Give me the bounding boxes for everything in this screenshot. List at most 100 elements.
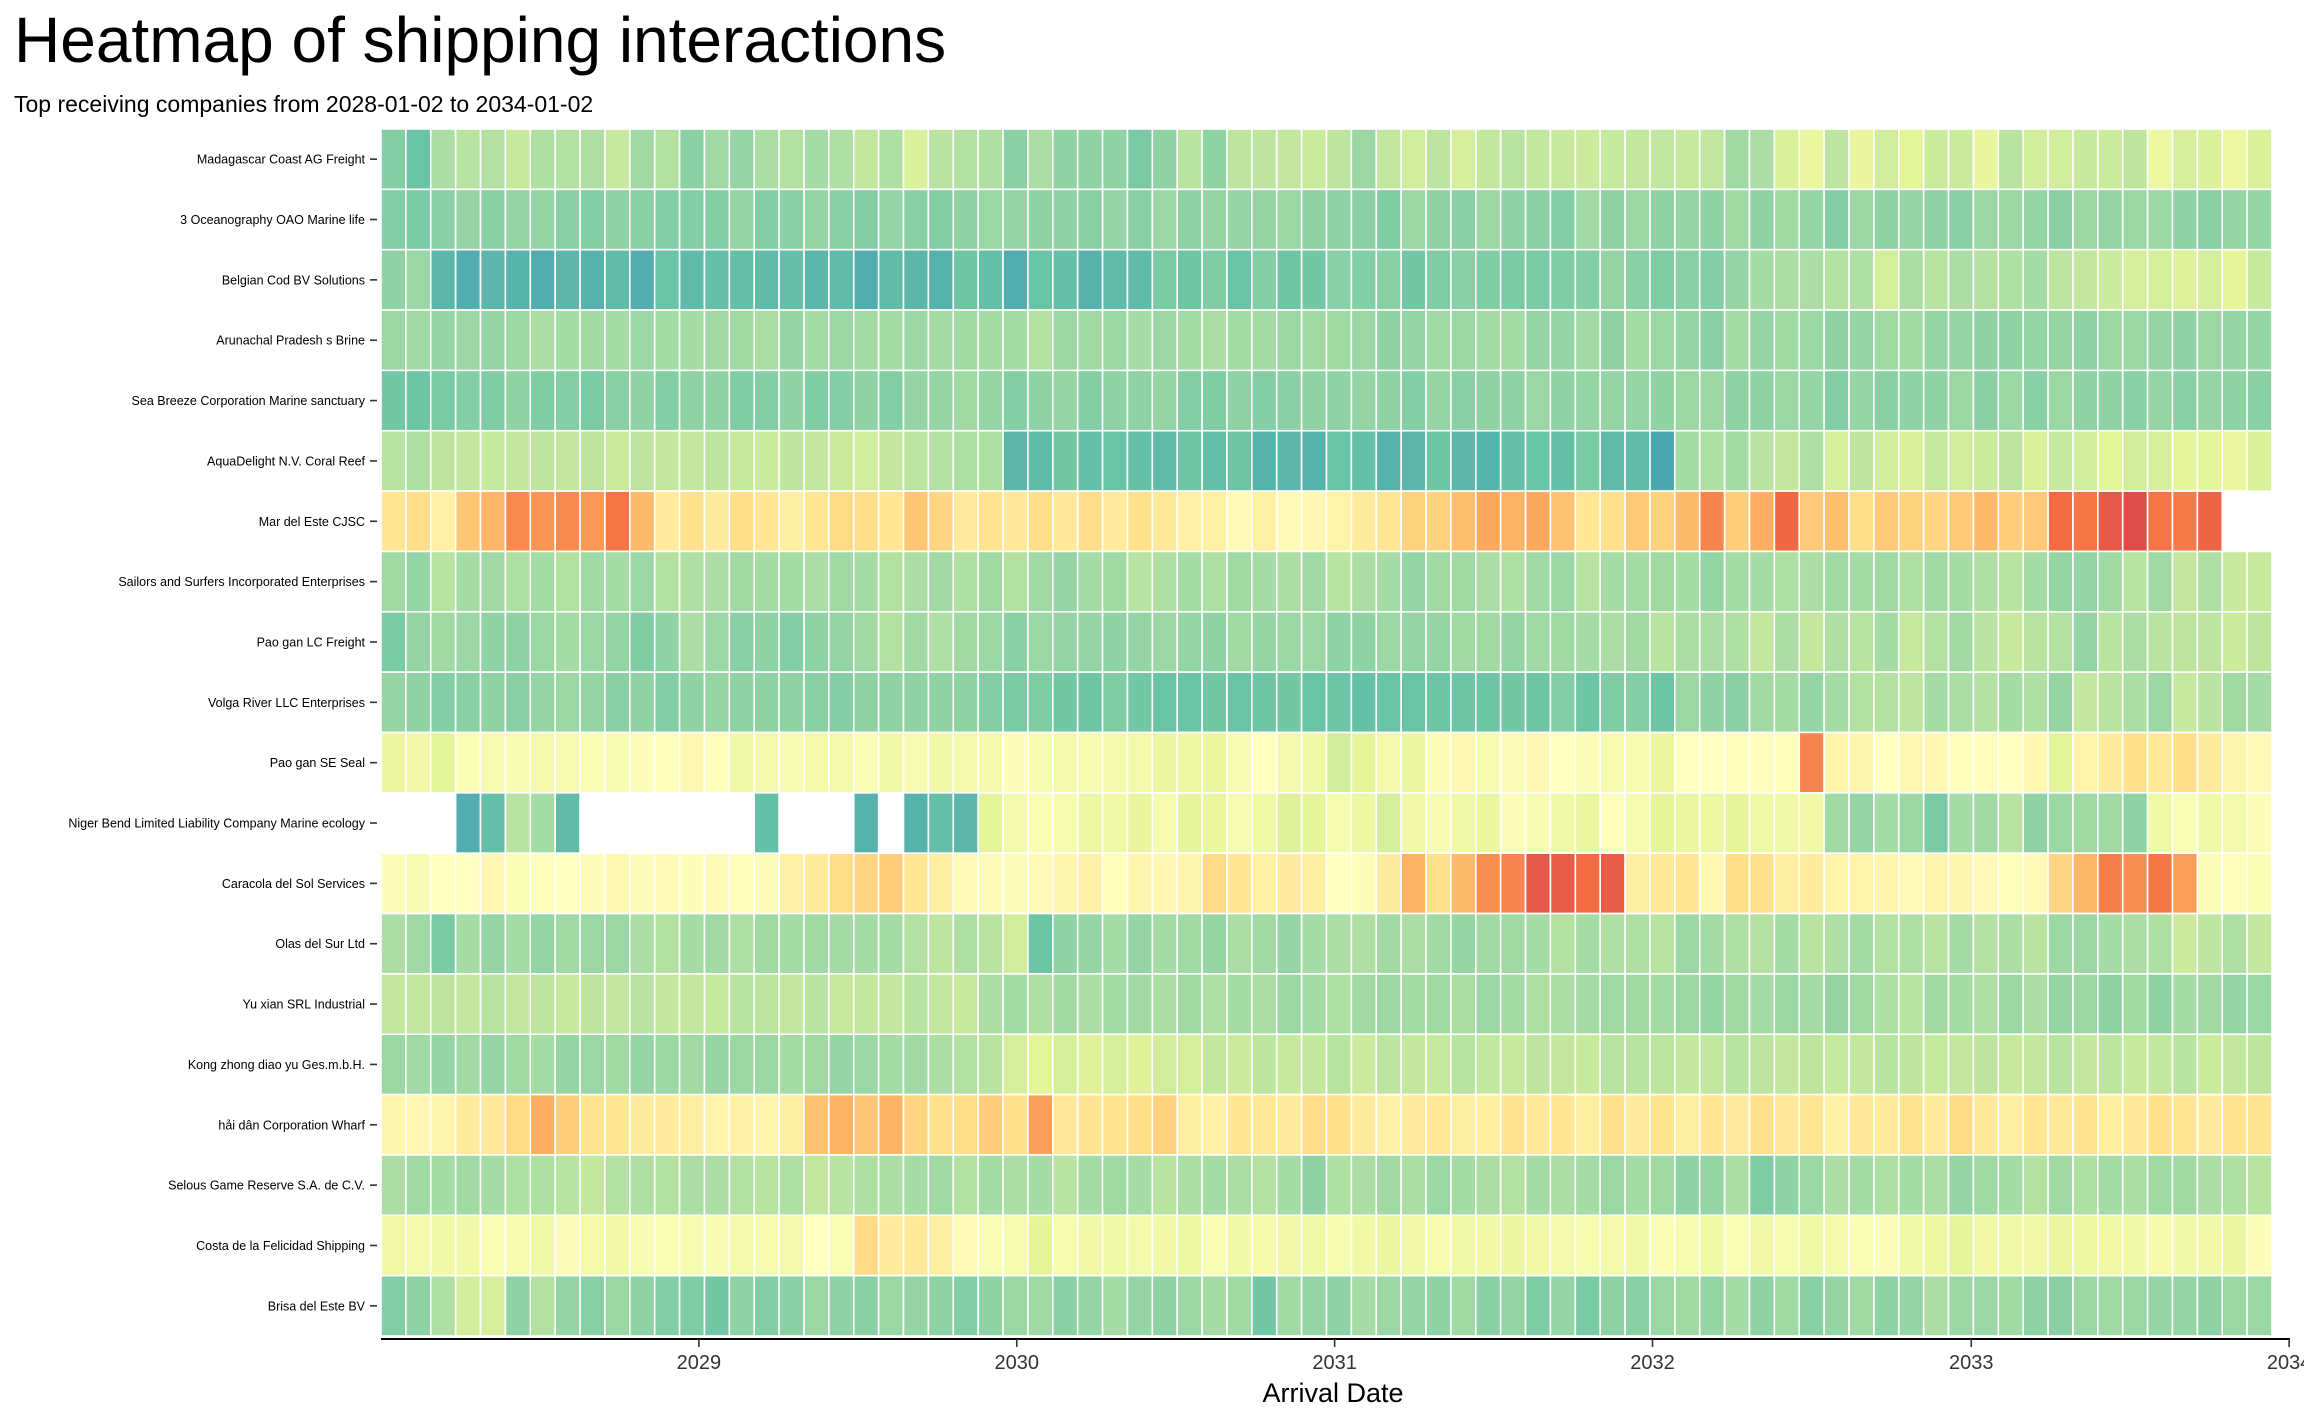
heatmap-cell	[1748, 429, 1776, 492]
heatmap-cell	[479, 792, 507, 854]
heatmap-cell	[2072, 309, 2099, 372]
heatmap-cell	[1947, 429, 1975, 492]
heatmap-cell	[1450, 128, 1477, 191]
heatmap-cell	[2022, 1093, 2049, 1156]
heatmap-cell	[2047, 792, 2074, 854]
heatmap-cell	[1226, 912, 1253, 975]
heatmap-cell	[1798, 369, 1825, 432]
heatmap-cell	[405, 671, 432, 734]
heatmap-cell	[2146, 731, 2174, 794]
heatmap-cell	[1499, 912, 1527, 975]
heatmap-cell	[1076, 1033, 1104, 1096]
heatmap-cell	[1873, 1154, 1900, 1217]
heatmap-cell	[1947, 550, 1975, 613]
heatmap-cell	[1823, 128, 1850, 191]
heatmap-cell	[2047, 188, 2074, 251]
heatmap-cell	[479, 550, 507, 613]
heatmap-cell	[1798, 1154, 1825, 1217]
heatmap-cell	[1400, 1214, 1427, 1277]
heatmap-cell	[1300, 309, 1328, 372]
heatmap-cell	[678, 248, 706, 311]
heatmap-cell	[2171, 852, 2199, 915]
heatmap-cell	[1798, 731, 1825, 794]
heatmap-cell	[1400, 610, 1427, 673]
heatmap-cell	[2047, 671, 2074, 734]
heatmap-cell	[952, 188, 979, 251]
heatmap-cell	[1400, 429, 1427, 492]
heatmap-cell	[429, 429, 457, 492]
heatmap-cell	[1226, 1093, 1253, 1156]
heatmap-cell	[1649, 1093, 1676, 1156]
heatmap-cell	[1897, 248, 1925, 311]
heatmap-cell	[629, 429, 656, 492]
heatmap-cell	[1375, 550, 1402, 613]
heatmap-cell	[1674, 550, 1701, 613]
heatmap-cell	[1126, 852, 1154, 915]
heatmap-cell	[852, 912, 880, 975]
heatmap-cell	[1226, 792, 1253, 854]
heatmap-cell	[1922, 248, 1950, 311]
heatmap-cell	[2121, 429, 2149, 492]
heatmap-cell	[1375, 248, 1402, 311]
heatmap-cell	[902, 490, 930, 553]
heatmap-cell	[1275, 248, 1303, 311]
heatmap-cell	[653, 490, 681, 553]
heatmap-cell	[1425, 852, 1452, 915]
heatmap-cell	[1997, 792, 2024, 854]
heatmap-cell	[1076, 731, 1104, 794]
heatmap-cell	[1076, 128, 1104, 191]
heatmap-cell	[1300, 792, 1328, 854]
heatmap-cell	[1524, 731, 1552, 794]
heatmap-cell	[554, 369, 581, 432]
heatmap-cell	[1450, 1154, 1477, 1217]
heatmap-cell	[1723, 429, 1751, 492]
heatmap-cell	[828, 128, 855, 191]
heatmap-cell	[1350, 1214, 1378, 1277]
heatmap-cell	[2121, 248, 2149, 311]
heatmap-cell	[1002, 550, 1029, 613]
heatmap-cell	[2171, 550, 2199, 613]
heatmap-cell	[1275, 188, 1303, 251]
heatmap-cell	[1499, 852, 1527, 915]
heatmap-cell	[1300, 1214, 1328, 1277]
heatmap-cell	[1126, 671, 1154, 734]
heatmap-cell	[927, 1274, 955, 1337]
heatmap-cell	[1723, 1033, 1751, 1096]
heatmap-cell	[529, 248, 556, 311]
heatmap-cell	[753, 490, 780, 553]
heatmap-cell	[1375, 912, 1402, 975]
heatmap-cell	[778, 429, 805, 492]
heatmap-cell	[1275, 128, 1303, 191]
heatmap-cell	[1027, 429, 1054, 492]
heatmap-cell	[2047, 731, 2074, 794]
heatmap-cell	[380, 128, 407, 191]
heatmap-cell	[579, 912, 606, 975]
heatmap-cell	[2022, 1274, 2049, 1337]
heatmap-cell	[1226, 731, 1253, 794]
heatmap-cell	[927, 550, 955, 613]
heatmap-cell	[1798, 550, 1825, 613]
heatmap-cell	[504, 1093, 532, 1156]
heatmap-cell	[1823, 610, 1850, 673]
heatmap-cell	[1325, 490, 1353, 553]
heatmap-cell	[1251, 188, 1278, 251]
heatmap-cell	[579, 128, 606, 191]
heatmap-cell	[1599, 792, 1626, 854]
heatmap-cell	[2196, 188, 2224, 251]
heatmap-cell	[1251, 671, 1278, 734]
heatmap-cell	[554, 852, 581, 915]
heatmap-cell	[429, 731, 457, 794]
y-tick-label: Caracola del Sol Services	[222, 877, 365, 891]
heatmap-cell	[1922, 671, 1950, 734]
heatmap-cell	[1574, 792, 1601, 854]
heatmap-cell	[653, 429, 681, 492]
heatmap-cell	[454, 610, 482, 673]
heatmap-cell	[1002, 610, 1029, 673]
heatmap-cell	[2196, 1154, 2224, 1217]
heatmap-cell	[1499, 1214, 1527, 1277]
heatmap-cell	[1524, 1274, 1552, 1337]
x-tick-label: 2029	[677, 1352, 722, 1374]
heatmap-cell	[2097, 973, 2124, 1036]
heatmap-cell	[1499, 731, 1527, 794]
heatmap-cell	[1897, 852, 1925, 915]
